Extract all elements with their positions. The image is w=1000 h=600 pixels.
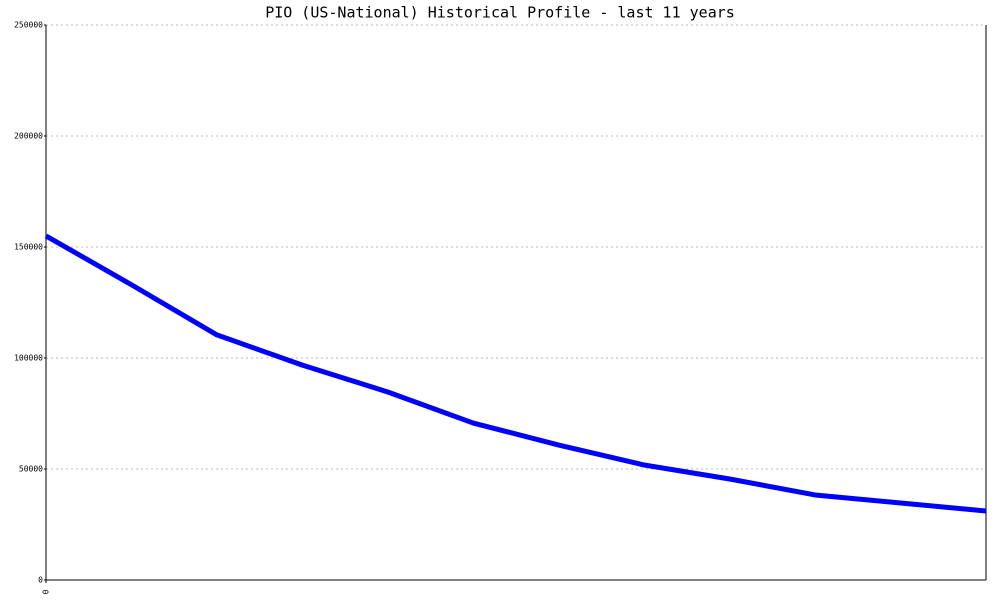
x-tick-label: 0 [42, 589, 51, 594]
data-line [44, 233, 987, 514]
y-tick-label: 150000 [14, 243, 43, 252]
y-tick-label: 0 [38, 576, 43, 585]
y-tick-label: 50000 [19, 465, 43, 474]
y-tick-label: 100000 [14, 354, 43, 363]
y-tick-label: 200000 [14, 132, 43, 141]
y-tick-label: 250000 [14, 21, 43, 30]
chart-title: PIO (US-National) Historical Profile - l… [265, 4, 735, 22]
